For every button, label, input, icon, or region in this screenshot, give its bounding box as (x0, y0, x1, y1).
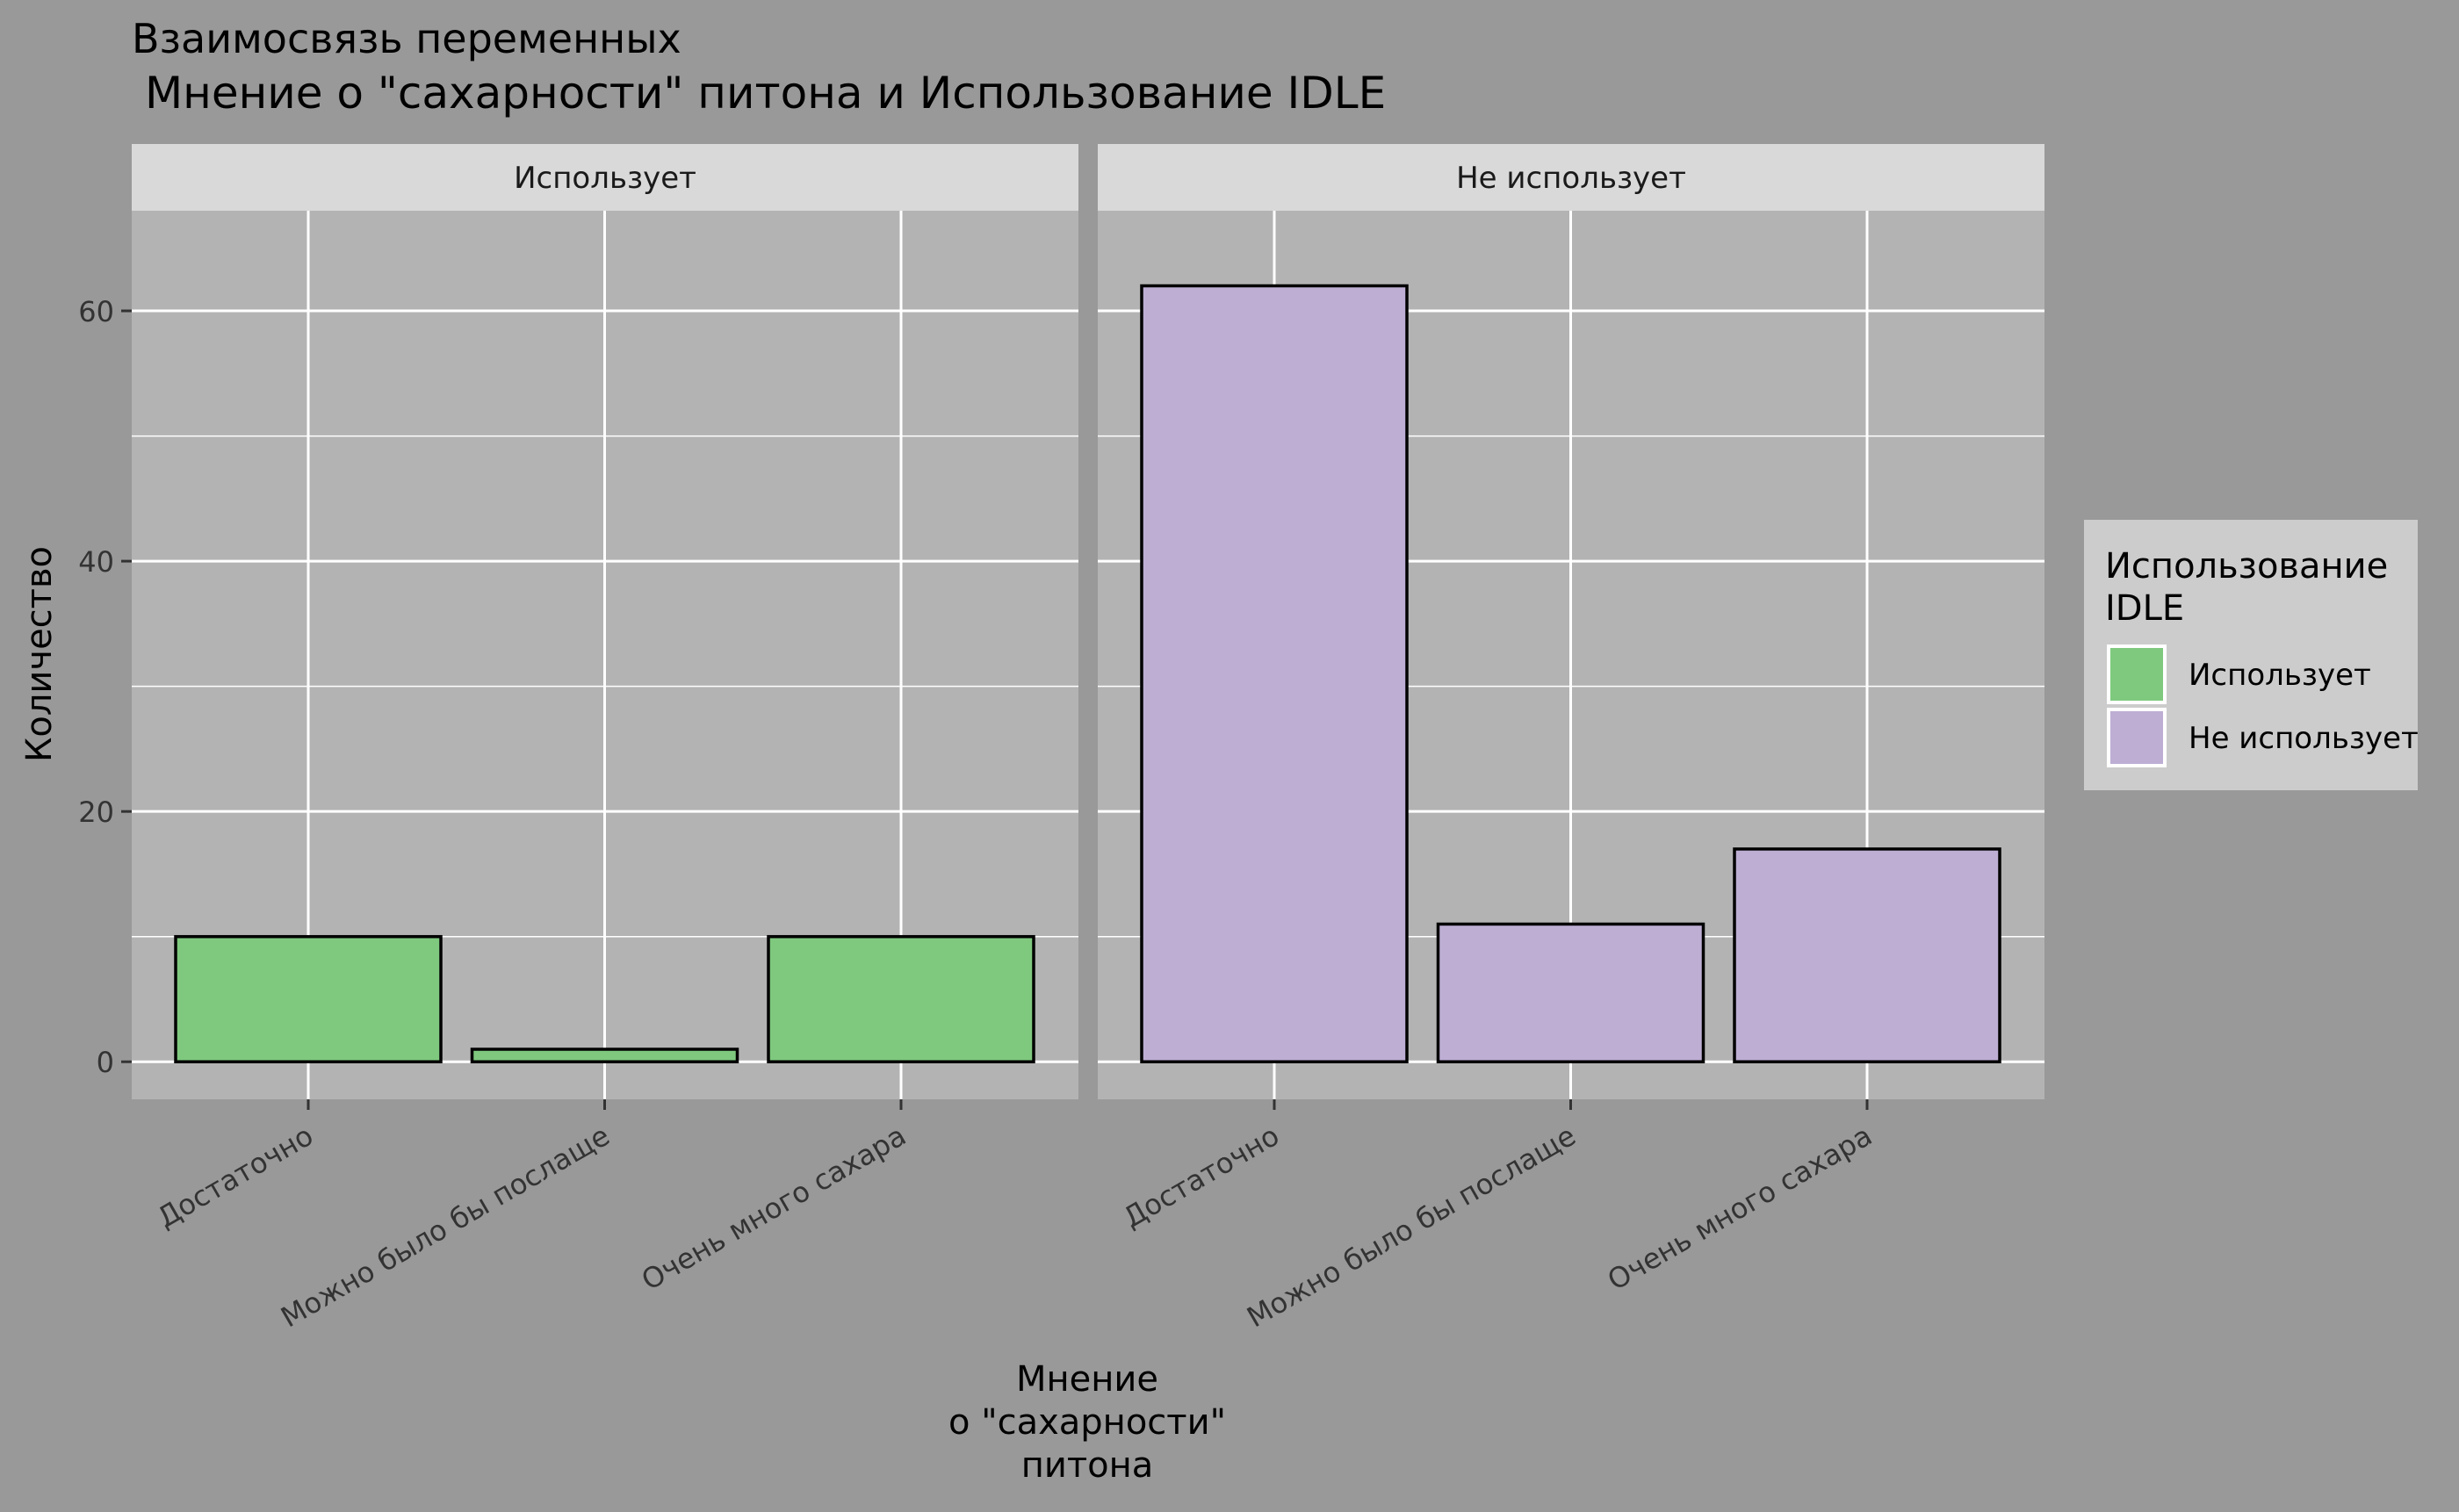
x-axis-label: Мнение о "сахарности" питона (948, 1359, 1226, 1486)
x-axis-label-line-1: Мнение (1016, 1359, 1158, 1400)
legend-title-line-2: IDLE (2105, 588, 2184, 629)
facet-strip (1098, 144, 2044, 211)
legend-entries: Использует Не использует (2107, 644, 2419, 767)
legend-swatch (2110, 711, 2163, 764)
legend-entry-label: Не использует (2189, 721, 2419, 756)
titles: Взаимосвязь переменных Мнение о "сахарно… (132, 15, 1386, 119)
y-axis: 0 20 40 60 (78, 295, 132, 1079)
facet-strip-label: Использует (514, 161, 696, 196)
chart-subtitle: Мнение о "сахарности" питона и Использов… (145, 68, 1386, 119)
facet-strip-label: Не использует (1456, 161, 1686, 196)
chart-title: Взаимосвязь переменных (132, 15, 681, 62)
bar (1733, 847, 2001, 1063)
legend-entry-label: Использует (2189, 658, 2371, 693)
y-tick-label: 0 (97, 1046, 114, 1079)
facet-strip (132, 144, 1078, 211)
x-axis-label-line-3: питона (1021, 1445, 1154, 1486)
bar (767, 934, 1035, 1063)
y-tick-label: 60 (78, 295, 114, 328)
x-tick-label: Можно было бы послаще (1241, 1119, 1581, 1334)
y-axis-label: Количество (19, 546, 60, 762)
y-tick-label: 40 (78, 545, 114, 579)
legend-swatch (2110, 648, 2163, 701)
bar (1436, 922, 1705, 1063)
x-tick-label: Можно было бы послаще (275, 1119, 615, 1334)
bar (470, 1048, 739, 1063)
legend: Использование IDLE Использует Не использу… (2084, 520, 2419, 790)
y-tick-label: 20 (78, 796, 114, 829)
x-axis-label-line-2: о "сахарности" (948, 1402, 1226, 1443)
bar (1140, 284, 1409, 1063)
x-tick-label: Очень много сахара (636, 1119, 912, 1297)
x-tick-label: Достаточно (151, 1119, 319, 1235)
bar (174, 934, 443, 1063)
legend-title-line-1: Использование (2105, 546, 2388, 587)
x-tick-label: Очень много сахара (1602, 1119, 1878, 1297)
x-tick-label: Достаточно (1117, 1119, 1285, 1235)
